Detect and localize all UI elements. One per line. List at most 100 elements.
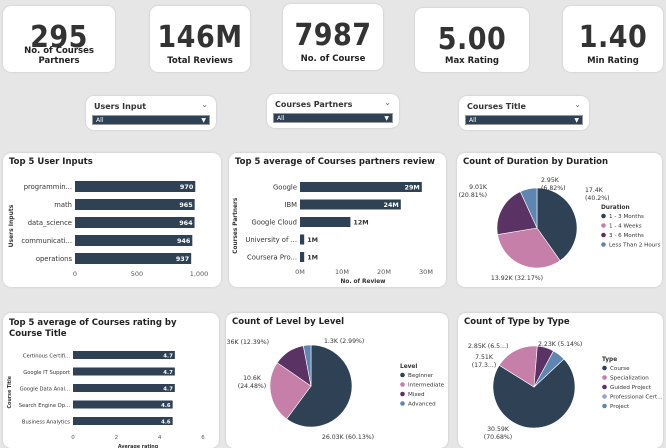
chevron-down-icon[interactable]: ⌄ bbox=[574, 100, 581, 109]
data-label: 4.7 bbox=[163, 354, 173, 360]
kpi-value: 146M bbox=[157, 20, 243, 55]
pie-slice bbox=[269, 362, 312, 420]
data-label: 12M bbox=[353, 219, 368, 227]
bar bbox=[75, 235, 193, 246]
pie-slice bbox=[496, 191, 538, 235]
slicer-value: All bbox=[96, 117, 104, 124]
bar bbox=[300, 217, 351, 227]
kpi-value: 5.00 bbox=[437, 22, 507, 57]
slice-label: 1.3K (2.99%) bbox=[324, 338, 364, 345]
bar bbox=[75, 253, 192, 264]
category-label: Google Cloud bbox=[251, 219, 297, 227]
data-label: 24M bbox=[384, 201, 399, 209]
bar bbox=[73, 367, 175, 376]
legend-item: 1 - 4 Weeks bbox=[609, 224, 642, 230]
legend-item: Intermediate bbox=[408, 383, 445, 389]
data-label: 970 bbox=[180, 183, 194, 191]
data-label: 4.7 bbox=[163, 370, 173, 376]
category-label: math bbox=[54, 201, 72, 209]
dropdown-arrow-icon: ▼ bbox=[574, 117, 579, 124]
legend-item: Guided Project bbox=[610, 385, 652, 391]
panel-duration: Count of Duration by Duration 17.4K (40.2… bbox=[457, 153, 662, 287]
kpi-card-min-rating: 1.40 Min Rating bbox=[563, 6, 663, 72]
pie-slice bbox=[302, 344, 312, 387]
chart-duration: 17.4K(40.2%) 13.92K (32.17%) 9.01K(20.81%)… bbox=[459, 177, 661, 282]
panel-title: Count of Type by Type bbox=[464, 317, 570, 327]
legend-item: Less Than 2 Hours bbox=[609, 243, 661, 249]
slicer-dropdown[interactable]: All ▼ bbox=[273, 113, 393, 123]
chart-courses-rating: Certinous Certifi... 4.7 Google IT Support… bbox=[7, 351, 205, 448]
slicer-title: Courses Title bbox=[467, 102, 526, 111]
x-tick-label: 0 bbox=[73, 270, 77, 278]
pie-slice bbox=[536, 187, 578, 262]
data-label: 965 bbox=[179, 201, 192, 209]
legend-swatch bbox=[601, 242, 606, 247]
slice-label: 2.85K (6.5...) bbox=[468, 343, 508, 350]
data-label: 4.6 bbox=[161, 420, 171, 426]
bar bbox=[300, 234, 305, 245]
chevron-down-icon[interactable]: ⌄ bbox=[201, 100, 208, 109]
category-label: Search Engine Op... bbox=[19, 403, 71, 409]
bar bbox=[73, 400, 173, 409]
x-axis-label: Average rating bbox=[118, 444, 159, 448]
bar bbox=[75, 181, 196, 192]
category-label: data_science bbox=[28, 219, 72, 227]
dropdown-arrow-icon: ▼ bbox=[201, 117, 206, 124]
slice-label: 10.6K bbox=[243, 375, 262, 382]
category-label: IBM bbox=[284, 201, 297, 209]
category-label: University of ... bbox=[245, 236, 297, 244]
legend-item: 3 - 6 Months bbox=[609, 233, 644, 239]
slicer-dropdown[interactable]: All ▼ bbox=[465, 115, 583, 125]
x-tick-label: 1,000 bbox=[190, 270, 209, 278]
category-label: Google bbox=[273, 184, 297, 192]
legend-swatch bbox=[602, 384, 607, 390]
data-label: 1M bbox=[307, 236, 318, 244]
x-tick-label: 4 bbox=[158, 435, 162, 441]
x-tick-label: 500 bbox=[131, 270, 143, 278]
chevron-down-icon[interactable]: ⌄ bbox=[384, 98, 391, 107]
category-label: Business Analytics bbox=[22, 420, 70, 426]
legend-swatch bbox=[602, 394, 607, 399]
pie-slice bbox=[498, 345, 538, 388]
slice-label: 2.23K (5.14%) bbox=[538, 341, 582, 348]
category-label: Certinous Certifi... bbox=[23, 354, 71, 360]
legend-item: Course bbox=[610, 366, 630, 372]
slice-pct-label: (17.3...) bbox=[472, 362, 497, 369]
dropdown-arrow-icon: ▼ bbox=[384, 115, 389, 122]
slicer-title: Courses Partners bbox=[275, 100, 353, 109]
pie-slice bbox=[519, 187, 538, 229]
slicer-dropdown[interactable]: All ▼ bbox=[92, 115, 210, 125]
data-label: 29M bbox=[405, 184, 420, 192]
slice-pct-label: (70.68%) bbox=[484, 434, 512, 441]
slicer-users-input[interactable]: Users Input ⌄ All ▼ bbox=[86, 96, 216, 130]
legend-title: Level bbox=[400, 364, 417, 370]
legend-swatch bbox=[602, 375, 607, 380]
slice-label: 5.36K (12.39%) bbox=[226, 339, 269, 346]
slicer-courses-title[interactable]: Courses Title ⌄ All ▼ bbox=[459, 96, 589, 130]
kpi-value: 1.40 bbox=[578, 20, 648, 55]
slicer-title: Users Input bbox=[94, 102, 147, 111]
legend-swatch bbox=[601, 223, 606, 228]
kpi-label: Max Rating bbox=[444, 56, 500, 66]
legend-item: Advanced bbox=[408, 402, 436, 408]
bar bbox=[75, 199, 195, 210]
slice-pct-label: (20.81%) bbox=[459, 192, 487, 199]
y-axis-label: Course Title bbox=[7, 375, 13, 408]
slice-label: 9.01K bbox=[469, 184, 488, 191]
kpi-card-max-rating: 5.00 Max Rating bbox=[415, 8, 529, 72]
chart-level: 26.03K (60.13%) 10.6K(24.48%) 5.36K (12.39… bbox=[226, 338, 445, 441]
kpi-value: 7987 bbox=[294, 18, 372, 53]
category-label: Google IT Support bbox=[23, 370, 70, 376]
panel-title: Top 5 average of Courses rating by Cours… bbox=[9, 318, 177, 339]
pie-slice bbox=[533, 350, 565, 388]
legend-swatch bbox=[400, 372, 405, 378]
bar bbox=[73, 351, 175, 359]
kpi-label: Total Reviews bbox=[167, 56, 233, 66]
bar bbox=[300, 199, 401, 210]
legend-swatch bbox=[601, 213, 606, 219]
x-axis-label: No. of Review bbox=[340, 279, 386, 285]
legend-title: Type bbox=[602, 357, 617, 363]
slicer-courses-partners[interactable]: Courses Partners ⌄ All ▼ bbox=[267, 94, 399, 128]
panel-type: Count of Type by Type 30.59K (70.68%) 7.51… bbox=[458, 313, 663, 448]
kpi-card-partners: 295 No. of Courses Partners bbox=[3, 6, 115, 72]
